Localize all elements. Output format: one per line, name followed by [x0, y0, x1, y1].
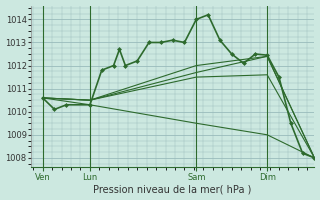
X-axis label: Pression niveau de la mer( hPa ): Pression niveau de la mer( hPa )	[93, 184, 252, 194]
